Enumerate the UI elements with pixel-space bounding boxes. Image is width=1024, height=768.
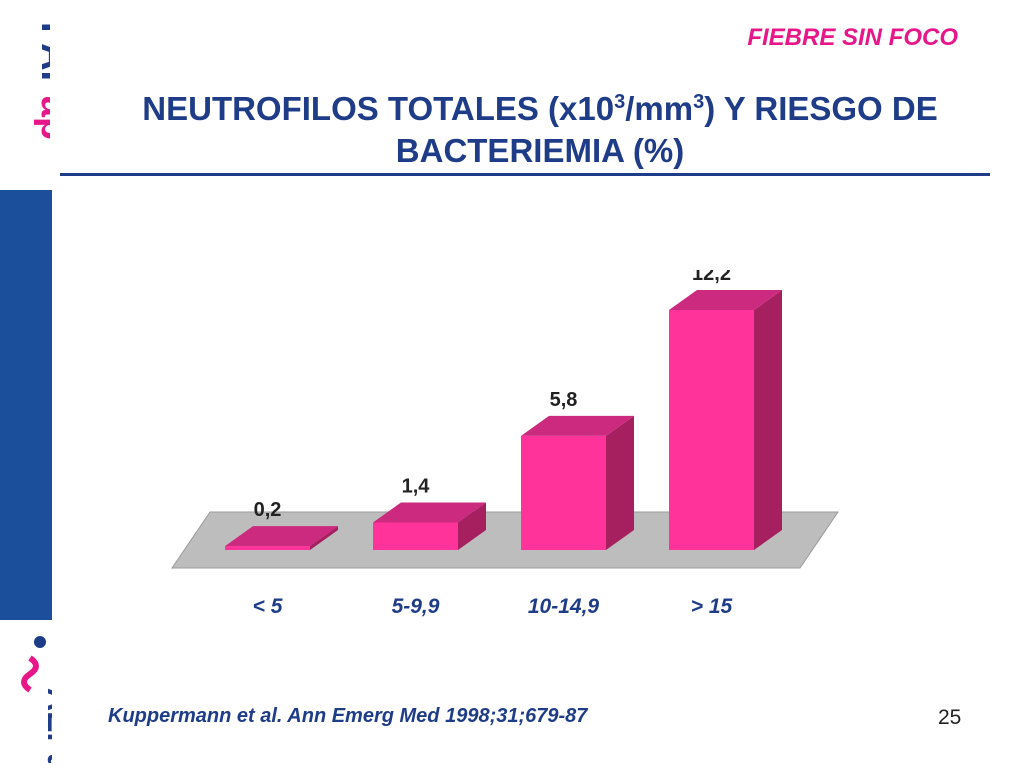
x-tick-label: < 5 <box>253 595 283 618</box>
header-tag: FIEBRE SIN FOCO <box>747 24 958 51</box>
x-axis-labels: < 5 5-9,9 10-14,9 > 15 <box>253 595 733 618</box>
data-label: 12,2 <box>692 270 731 285</box>
data-label: 0,2 <box>254 499 282 521</box>
bar-4 <box>669 290 782 550</box>
data-label: 1,4 <box>402 475 431 497</box>
svg-text:AEPap: AEPap <box>41 688 52 763</box>
title-part-2: /mm <box>625 90 694 127</box>
bar-front <box>521 435 606 550</box>
aepap-logo: AEPap <box>21 636 52 763</box>
title-part-3: ) Y RIESGO DE BACTERIEMIA (%) <box>395 90 938 169</box>
bar-front <box>225 546 310 550</box>
x-tick-label: 5-9,9 <box>392 595 440 618</box>
title-divider <box>60 173 990 176</box>
bar-side <box>754 290 782 550</box>
bars-group: 0,2 1,4 5,8 12,2 <box>225 270 782 550</box>
svg-text:FAPap: FAPap <box>33 22 50 140</box>
bar-top <box>521 415 634 436</box>
citation: Kuppermann et al. Ann Emerg Med 1998;31;… <box>108 705 588 727</box>
bar-chart: 0,2 1,4 5,8 12,2 < 5 5-9,9 10-14,9 > 15 <box>171 270 839 618</box>
title-superscript-1: 3 <box>614 91 626 113</box>
bar-top <box>225 526 338 547</box>
fapap-logo: FAPap <box>33 22 50 140</box>
title-part-1: NEUTROFILOS TOTALES (x10 <box>142 90 615 127</box>
bar-side <box>606 415 634 550</box>
sidebar-strip <box>0 190 52 620</box>
bar-front <box>669 310 754 550</box>
bar-side <box>310 526 338 550</box>
page-title: NEUTROFILOS TOTALES (x103/mm3) Y RIESGO … <box>90 88 990 172</box>
x-tick-label: > 15 <box>691 595 733 618</box>
bar-3 <box>521 415 634 550</box>
bar-front <box>373 522 458 550</box>
bar-top <box>669 290 782 310</box>
title-superscript-2: 3 <box>693 91 705 113</box>
bar-1 <box>225 526 338 550</box>
page-number: 25 <box>938 706 962 729</box>
data-label: 5,8 <box>550 389 578 411</box>
bar-side <box>458 502 486 550</box>
bar-2 <box>373 502 486 550</box>
bar-top <box>373 502 486 523</box>
x-tick-label: 10-14,9 <box>528 595 600 618</box>
